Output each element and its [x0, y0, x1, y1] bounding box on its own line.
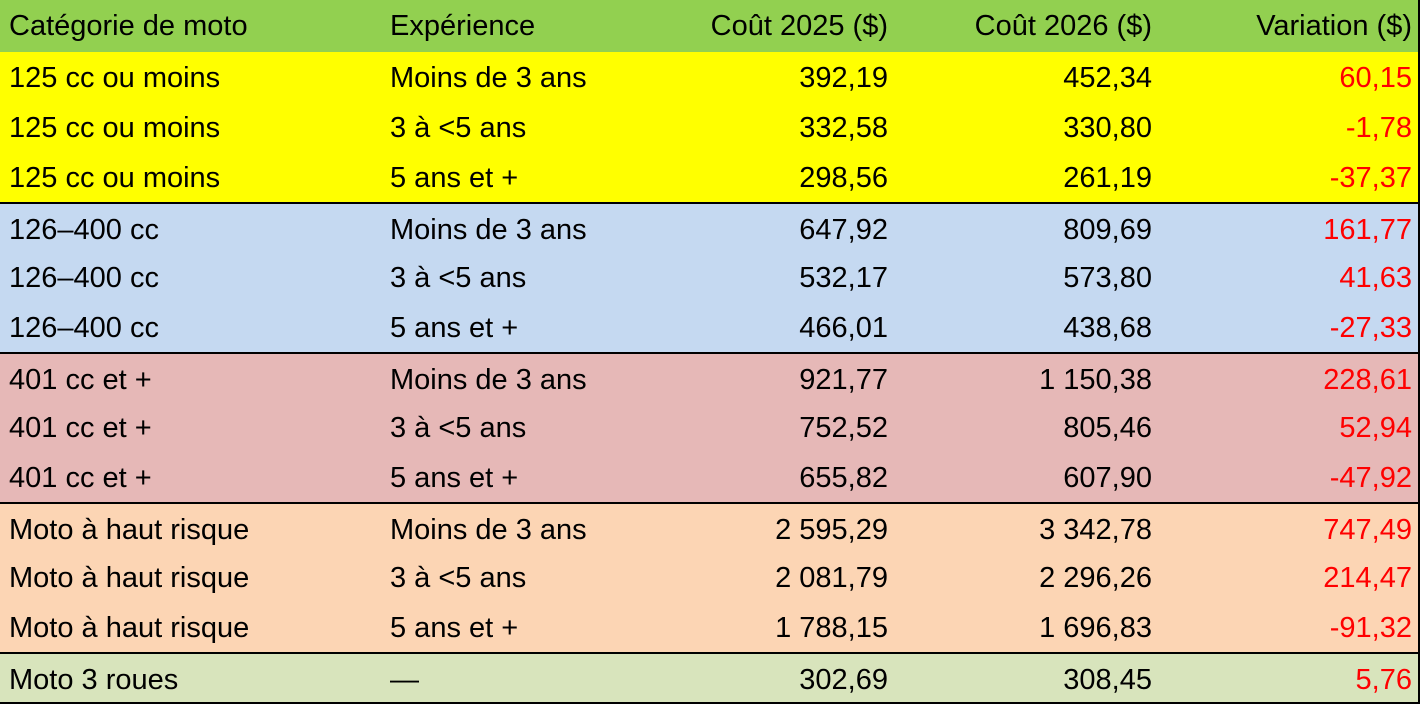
- cell: Moins de 3 ans: [390, 62, 587, 94]
- cell: 2 296,26: [1039, 562, 1152, 594]
- cell: 392,19: [799, 62, 888, 94]
- cell: 747,49: [1323, 514, 1412, 546]
- cell: 5 ans et +: [390, 462, 519, 494]
- table-row: 125 cc ou moins Moins de 3 ans 392,19 452,3…: [0, 52, 1418, 102]
- cell: 60,15: [1339, 62, 1412, 94]
- cell: 1 788,15: [775, 612, 888, 644]
- table-row: 126–400 cc 5 ans et + 466,01 438,68 -27,33: [0, 302, 1418, 352]
- cell: 466,01: [799, 312, 888, 344]
- cell: 573,80: [1063, 262, 1152, 294]
- cell: 532,17: [799, 262, 888, 294]
- cell: Expérience: [390, 10, 536, 42]
- cell: 330,80: [1063, 112, 1152, 144]
- table-row: 125 cc ou moins 3 à <5 ans 332,58 330,80 -1,…: [0, 102, 1418, 152]
- cell: 3 342,78: [1039, 514, 1152, 546]
- cell: 3 à <5 ans: [390, 112, 527, 144]
- cell: Coût 2026 ($): [974, 10, 1152, 42]
- cell: Moto 3 roues: [9, 664, 179, 696]
- cell: Moins de 3 ans: [390, 514, 587, 546]
- cell: 752,52: [799, 412, 888, 444]
- cell: -27,33: [1329, 312, 1412, 344]
- table-row: Moto à haut risque Moins de 3 ans 2 595,29…: [0, 502, 1418, 552]
- cell: 809,69: [1063, 214, 1152, 246]
- header-row: Catégorie de moto Expérience Coût 2025 ($)…: [0, 0, 1418, 52]
- cell: Moto à haut risque: [9, 612, 250, 644]
- cell: 41,63: [1339, 262, 1412, 294]
- cell: 2 595,29: [775, 514, 888, 546]
- cell: 302,69: [799, 664, 888, 696]
- cell: 298,56: [799, 162, 888, 194]
- cell: 126–400 cc: [9, 262, 159, 294]
- cell: 5 ans et +: [390, 162, 519, 194]
- table-row: Moto à haut risque 3 à <5 ans 2 081,79 2 29…: [0, 552, 1418, 602]
- cell: 261,19: [1063, 162, 1152, 194]
- cell: 921,77: [799, 364, 888, 396]
- cell: 308,45: [1063, 664, 1152, 696]
- cell: 401 cc et +: [9, 412, 152, 444]
- cell: 805,46: [1063, 412, 1152, 444]
- cell: 647,92: [799, 214, 888, 246]
- cell: 2 081,79: [775, 562, 888, 594]
- table-row: 125 cc ou moins 5 ans et + 298,56 261,19 -37…: [0, 152, 1418, 202]
- cell: 3 à <5 ans: [390, 262, 527, 294]
- cell: Coût 2025 ($): [710, 10, 888, 42]
- table-row: 401 cc et + Moins de 3 ans 921,77 1 150,38 2…: [0, 352, 1418, 402]
- cell: 125 cc ou moins: [9, 62, 221, 94]
- cell: Moins de 3 ans: [390, 364, 587, 396]
- cell: -37,37: [1329, 162, 1412, 194]
- cell: 125 cc ou moins: [9, 162, 221, 194]
- cell: 214,47: [1323, 562, 1412, 594]
- cell: Variation ($): [1256, 10, 1412, 42]
- cell: 401 cc et +: [9, 364, 152, 396]
- cell: 5 ans et +: [390, 612, 519, 644]
- cell: 655,82: [799, 462, 888, 494]
- cell: 3 à <5 ans: [390, 412, 527, 444]
- cell: 125 cc ou moins: [9, 112, 221, 144]
- cell: 5 ans et +: [390, 312, 519, 344]
- cell: -1,78: [1345, 112, 1412, 144]
- cell: 161,77: [1323, 214, 1412, 246]
- cell: 1 150,38: [1039, 364, 1152, 396]
- cell: 332,58: [799, 112, 888, 144]
- cell: 452,34: [1063, 62, 1152, 94]
- table-row: 401 cc et + 3 à <5 ans 752,52 805,46 52,94: [0, 402, 1418, 452]
- cell: Moto à haut risque: [9, 562, 250, 594]
- table-row: 126–400 cc Moins de 3 ans 647,92 809,69 161,…: [0, 202, 1418, 252]
- cell: 1 696,83: [1039, 612, 1152, 644]
- cell: —: [390, 664, 419, 696]
- cell: 126–400 cc: [9, 214, 159, 246]
- cell: -91,32: [1329, 612, 1412, 644]
- cell: Catégorie de moto: [9, 10, 248, 42]
- cell: Moins de 3 ans: [390, 214, 587, 246]
- cell: 52,94: [1339, 412, 1412, 444]
- table-row: 401 cc et + 5 ans et + 655,82 607,90 -47,92: [0, 452, 1418, 502]
- cell: 438,68: [1063, 312, 1152, 344]
- cell: 5,76: [1355, 664, 1412, 696]
- cell: 401 cc et +: [9, 462, 152, 494]
- cell: Moto à haut risque: [9, 514, 250, 546]
- table-row: Moto 3 roues — 302,69 308,45 5,76: [0, 652, 1418, 702]
- cell: 607,90: [1063, 462, 1152, 494]
- cell: -47,92: [1329, 462, 1412, 494]
- table-row: Moto à haut risque 5 ans et + 1 788,15 1 69…: [0, 602, 1418, 652]
- cell: 3 à <5 ans: [390, 562, 527, 594]
- table-row: 126–400 cc 3 à <5 ans 532,17 573,80 41,63: [0, 252, 1418, 302]
- cell: 126–400 cc: [9, 312, 159, 344]
- cell: 228,61: [1323, 364, 1412, 396]
